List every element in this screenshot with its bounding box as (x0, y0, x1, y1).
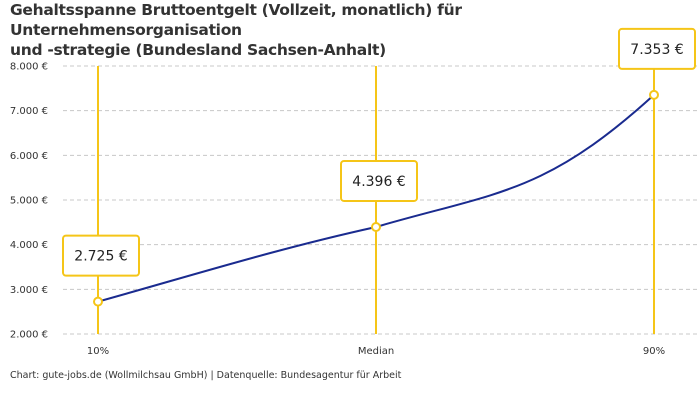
chart-title: Gehaltsspanne Bruttoentgelt (Vollzeit, m… (10, 0, 690, 60)
data-point (93, 296, 103, 307)
x-tick-label: 90% (643, 346, 665, 357)
data-label-box (62, 234, 140, 277)
data-label: 2.725 € (74, 249, 127, 265)
y-tick-label: 5.000 € (10, 196, 48, 207)
data-point (649, 89, 659, 100)
x-tick-label: 10% (87, 346, 109, 357)
y-tick-label: 4.000 € (10, 240, 48, 251)
title-line-1: Gehaltsspanne Bruttoentgelt (Vollzeit, m… (10, 1, 462, 39)
data-label: 7.353 € (630, 42, 683, 58)
y-tick-label: 7.000 € (10, 106, 48, 117)
chart-footer: Chart: gute-jobs.de (Wollmilchsau GmbH) … (10, 370, 402, 381)
title-line-2: und -strategie (Bundesland Sachsen-Anhal… (10, 41, 386, 59)
y-tick-label: 2.000 € (10, 330, 48, 341)
data-point (371, 221, 381, 232)
data-label-box (618, 27, 696, 70)
y-tick-label: 6.000 € (10, 151, 48, 162)
data-label-box (340, 159, 418, 202)
data-label: 4.396 € (352, 174, 405, 190)
y-tick-label: 8.000 € (10, 62, 48, 73)
y-tick-label: 3.000 € (10, 285, 48, 296)
x-tick-label: Median (358, 346, 394, 357)
